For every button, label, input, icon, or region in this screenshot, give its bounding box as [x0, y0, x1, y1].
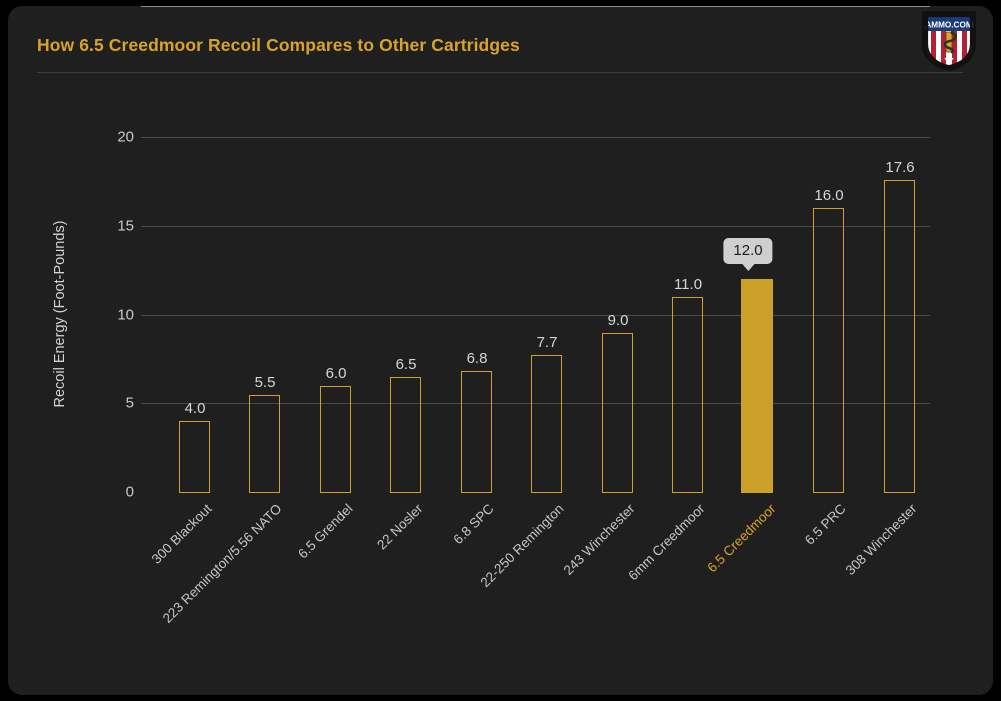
bar-243-winchester[interactable] — [602, 333, 633, 493]
logo-text: AMMO.COM — [925, 21, 972, 30]
bar-223-remington-556-nato[interactable] — [249, 395, 280, 493]
x-label-308-winchester: 308 Winchester — [842, 501, 920, 578]
y-axis-title: Recoil Energy (Foot-Pounds) — [52, 220, 68, 408]
tooltip-65-creedmoor: 12.0 — [723, 238, 773, 271]
bar-value-223-remington: 5.5 — [254, 374, 276, 391]
x-label-22-nosler: 22 Nosler — [374, 501, 426, 553]
bar-value-22-nosler: 6.5 — [395, 356, 417, 373]
bar-value-65-grendel: 6.0 — [325, 365, 347, 382]
gridline-15 — [141, 226, 930, 227]
bar-68-spc[interactable] — [461, 371, 492, 493]
title-divider — [37, 72, 963, 73]
bar-6mm-creedmoor[interactable] — [672, 297, 703, 493]
bar-308-winchester[interactable] — [884, 180, 915, 493]
page-title: How 6.5 Creedmoor Recoil Compares to Oth… — [37, 35, 520, 55]
bar-value-308-winchester: 17.6 — [885, 159, 915, 176]
x-label-65-prc: 6.5 PRC — [801, 501, 849, 548]
bar-22-nosler[interactable] — [390, 377, 421, 493]
bar-65-creedmoor[interactable] — [741, 279, 773, 493]
bar-value-65-prc: 16.0 — [814, 187, 844, 204]
bar-22-250-remington[interactable] — [531, 355, 562, 493]
y-tick-20: 20 — [117, 128, 134, 146]
bar-value-68-spc: 6.8 — [466, 350, 488, 367]
bar-value-6mm-creedmoor: 11.0 — [673, 276, 703, 293]
bar-value-22-250-remington: 7.7 — [536, 334, 558, 351]
y-tick-15: 15 — [117, 217, 134, 235]
bar-65-grendel[interactable] — [320, 386, 351, 493]
bar-65-prc[interactable] — [813, 208, 844, 493]
chart-panel: How 6.5 Creedmoor Recoil Compares to Oth… — [8, 6, 993, 695]
tooltip-value: 12.0 — [733, 242, 763, 259]
x-label-6mm-creedmoor: 6mm Creedmoor — [625, 501, 708, 584]
y-tick-10: 10 — [117, 306, 134, 324]
x-label-223-remington: 223 Remington/5.56 NATO — [159, 501, 285, 626]
ammo-com-logo-icon[interactable]: AMMO.COM — [921, 10, 977, 72]
x-label-22-250-remington: 22-250 Remington — [477, 501, 567, 591]
bar-value-243-winchester: 9.0 — [607, 312, 629, 329]
x-axis-line — [141, 6, 930, 7]
gridline-10 — [141, 315, 930, 316]
tooltip-arrow-icon — [740, 263, 755, 271]
y-tick-5: 5 — [125, 394, 134, 412]
y-tick-0: 0 — [125, 483, 134, 501]
bar-300-blackout[interactable] — [179, 421, 210, 493]
bar-chart: Recoil Energy (Foot-Pounds) 20 15 10 5 0 — [8, 6, 993, 695]
gridline-20 — [141, 137, 930, 138]
bar-value-300-blackout: 4.0 — [184, 400, 206, 417]
gridline-5 — [141, 403, 930, 404]
